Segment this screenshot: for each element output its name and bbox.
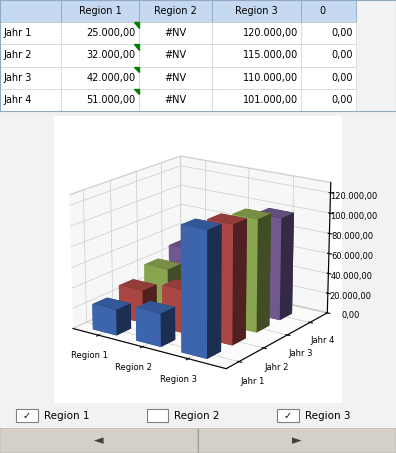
Text: Region 2: Region 2 bbox=[174, 410, 220, 421]
Polygon shape bbox=[134, 22, 139, 28]
Text: 0,00: 0,00 bbox=[332, 50, 353, 61]
Text: Jahr 3: Jahr 3 bbox=[3, 72, 32, 83]
Bar bbox=[301, 0, 356, 22]
Text: ◄: ◄ bbox=[94, 434, 104, 447]
Text: 51.000,00: 51.000,00 bbox=[86, 95, 135, 105]
Bar bbox=[277, 409, 299, 423]
Bar bbox=[212, 0, 301, 22]
Bar bbox=[212, 67, 301, 89]
Text: ✓: ✓ bbox=[284, 410, 292, 421]
Bar bbox=[301, 67, 356, 89]
Bar bbox=[61, 0, 139, 22]
Text: #NV: #NV bbox=[164, 95, 186, 105]
Bar bbox=[61, 89, 139, 111]
Polygon shape bbox=[134, 67, 139, 72]
Bar bbox=[139, 0, 212, 22]
Legend: Jahr 1, Jahr 2, Jahr 3, Jahr 4: Jahr 1, Jahr 2, Jahr 3, Jahr 4 bbox=[76, 424, 234, 440]
Polygon shape bbox=[134, 89, 139, 94]
Bar bbox=[61, 44, 139, 67]
Bar bbox=[0, 428, 198, 453]
Text: Region 3: Region 3 bbox=[305, 410, 350, 421]
Text: Region 1: Region 1 bbox=[44, 410, 89, 421]
Bar bbox=[212, 44, 301, 67]
Text: 0,00: 0,00 bbox=[332, 28, 353, 39]
Text: Region 2: Region 2 bbox=[154, 6, 197, 16]
Text: Jahr 1: Jahr 1 bbox=[3, 28, 32, 39]
Bar bbox=[139, 89, 212, 111]
Text: 110.000,00: 110.000,00 bbox=[243, 72, 298, 83]
Text: 115.000,00: 115.000,00 bbox=[242, 50, 298, 61]
Bar bbox=[0, 22, 61, 44]
Bar bbox=[139, 44, 212, 67]
Text: #NV: #NV bbox=[164, 72, 186, 83]
Bar bbox=[212, 89, 301, 111]
Bar bbox=[147, 409, 168, 423]
Bar bbox=[16, 409, 38, 423]
Bar bbox=[61, 67, 139, 89]
Bar bbox=[0, 0, 61, 22]
Text: #NV: #NV bbox=[164, 50, 186, 61]
Text: 101.000,00: 101.000,00 bbox=[243, 95, 298, 105]
Text: Region 1: Region 1 bbox=[79, 6, 121, 16]
Bar bbox=[61, 22, 139, 44]
Bar bbox=[301, 22, 356, 44]
Text: 42.000,00: 42.000,00 bbox=[86, 72, 135, 83]
Text: #NV: #NV bbox=[164, 28, 186, 39]
Text: ►: ► bbox=[292, 434, 302, 447]
Bar bbox=[0, 89, 61, 111]
Bar bbox=[301, 89, 356, 111]
Bar bbox=[301, 44, 356, 67]
Text: 0,00: 0,00 bbox=[332, 95, 353, 105]
Text: 25.000,00: 25.000,00 bbox=[86, 28, 135, 39]
Bar bbox=[212, 22, 301, 44]
Bar bbox=[0, 44, 61, 67]
Polygon shape bbox=[134, 44, 139, 50]
Text: Region 3: Region 3 bbox=[235, 6, 278, 16]
Text: Jahr 4: Jahr 4 bbox=[3, 95, 32, 105]
Bar bbox=[139, 67, 212, 89]
Text: Jahr 2: Jahr 2 bbox=[3, 50, 32, 61]
Text: 120.000,00: 120.000,00 bbox=[242, 28, 298, 39]
Text: 32.000,00: 32.000,00 bbox=[86, 50, 135, 61]
Text: 0,00: 0,00 bbox=[332, 72, 353, 83]
Bar bbox=[198, 428, 396, 453]
Text: 0: 0 bbox=[320, 6, 326, 16]
Text: ✓: ✓ bbox=[23, 410, 31, 421]
Bar bbox=[139, 22, 212, 44]
Bar bbox=[0, 67, 61, 89]
